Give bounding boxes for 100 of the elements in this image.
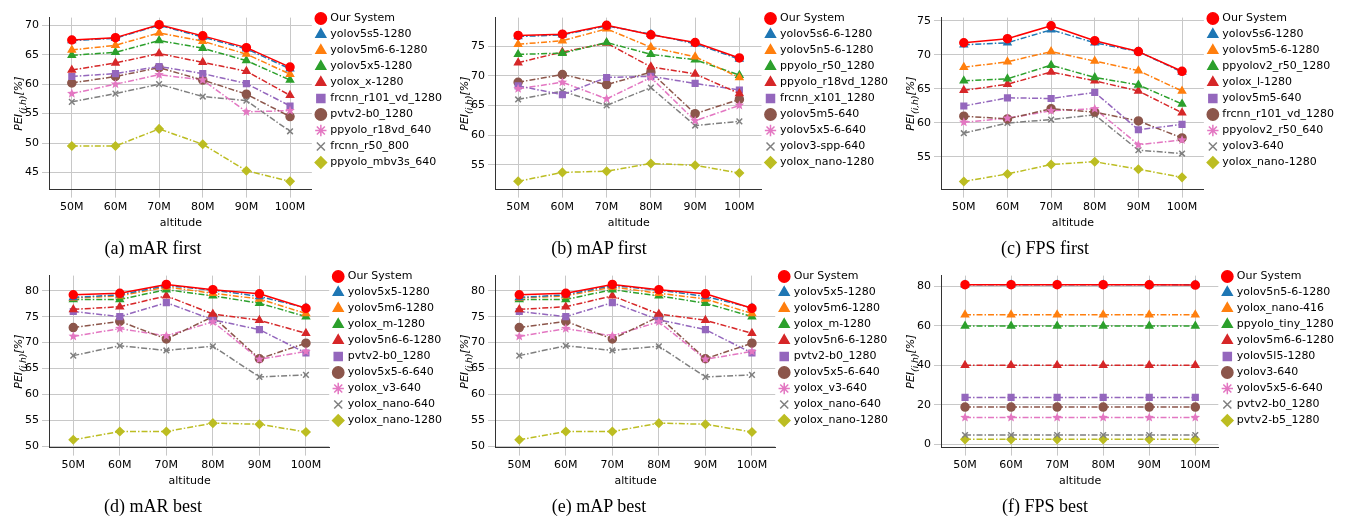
- legend-label: yolov5n5-6-1280: [1236, 285, 1331, 299]
- x-tick-label: 100M: [290, 458, 322, 472]
- text: (d) mAR best: [103, 496, 203, 517]
- legend-label: pvtv2-b0_1280: [347, 349, 431, 363]
- legend-label: ppyolo_tiny_1280: [1236, 317, 1334, 331]
- legend-label: yolox_nano-640: [793, 397, 881, 411]
- x-tick-label: 70M: [600, 458, 625, 472]
- legend-label: Our System: [1222, 11, 1288, 25]
- x-tick-label: 80M: [201, 458, 225, 472]
- legend-label: yolov5n5-6-1280: [780, 43, 874, 57]
- legend-label: yolox_nano-1280: [1222, 155, 1317, 169]
- legend-label: frcnn_r101_vd_1280: [330, 91, 443, 105]
- legend-label: pvtv2-b0_1280: [1236, 397, 1320, 411]
- x-tick-label: 60M: [995, 200, 1020, 214]
- legend-label: Our System: [1236, 269, 1302, 283]
- legend-label: yolox_m-1280: [347, 317, 426, 331]
- legend-label: pvtv2-b5_1280: [1236, 413, 1320, 427]
- legend-label: yolov5m6-1280: [793, 301, 880, 315]
- x-tick-label: 90M: [247, 458, 272, 472]
- legend-label: pvtv2-b0_1280: [330, 107, 414, 121]
- x-tick-label: 80M: [639, 200, 663, 214]
- y-tick-label: 55: [471, 413, 485, 427]
- y-tick-label: 55: [917, 149, 931, 163]
- x-tick-label: 100M: [1180, 458, 1211, 472]
- legend-label: yolov5x5-1280: [330, 59, 413, 73]
- x-axis-title: altitude: [159, 216, 203, 230]
- y-tick-label: 80: [25, 283, 39, 297]
- legend-label: yolov5n6-6-1280: [347, 333, 442, 347]
- x-tick-label: 50M: [60, 200, 84, 214]
- legend-label: Our System: [780, 11, 845, 25]
- x-axis-title: altitude: [168, 474, 211, 488]
- y-tick-label: 70: [25, 18, 39, 32]
- x-tick-label: 80M: [191, 200, 215, 214]
- legend-label: yolov5m6-6-1280: [330, 43, 428, 57]
- x-tick-label: 90M: [1137, 458, 1161, 472]
- legend-label: pvtv2-b0_1280: [793, 349, 877, 363]
- legend-label: yolov5m5-6-1280: [1222, 43, 1320, 57]
- x-tick-label: 70M: [154, 458, 179, 472]
- x-axis-title: altitude: [607, 216, 651, 230]
- x-tick-label: 100M: [1166, 200, 1198, 214]
- legend-label: yolov5s6-1280: [1222, 27, 1304, 41]
- legend-label: yolov5x5-6-640: [1236, 381, 1323, 395]
- x-axis-title: altitude: [614, 474, 657, 488]
- legend-label: yolov3-spp-640: [780, 139, 866, 153]
- legend-label: ppyolov2_r50_1280: [1222, 59, 1331, 73]
- x-tick-label: 60M: [554, 458, 578, 472]
- legend-label: yolov5m6-1280: [347, 301, 434, 315]
- x-tick-label: 100M: [274, 200, 306, 214]
- legend-label: ppyolo_r18vd_1280: [780, 75, 888, 89]
- y-tick-label: 20: [917, 397, 931, 411]
- legend-label: ppyolov2_r50_640: [1222, 123, 1324, 137]
- y-tick-label: 60: [25, 387, 39, 401]
- legend-label: yolov5m5-640: [1222, 91, 1302, 105]
- legend-label: yolov5x5-6-640: [793, 365, 880, 379]
- y-tick-label: 50: [25, 439, 39, 453]
- x-tick-label: 90M: [693, 458, 718, 472]
- y-tick-label: 65: [917, 81, 931, 95]
- x-tick-label: 50M: [953, 458, 977, 472]
- legend-label: frcnn_r101_vd_1280: [1222, 107, 1335, 121]
- y-tick-label: 45: [25, 165, 39, 179]
- text: (c) FPS first: [1000, 238, 1090, 259]
- legend-label: yolox_nano-1280: [347, 413, 442, 427]
- x-tick-label: 60M: [108, 458, 132, 472]
- text: (a) mAR first: [103, 238, 203, 259]
- legend-label: yolov5x5-1280: [347, 285, 430, 299]
- y-tick-label: 55: [25, 413, 39, 427]
- x-tick-label: 60M: [103, 200, 128, 214]
- x-tick-label: 70M: [1045, 458, 1069, 472]
- y-tick-label: 60: [917, 318, 931, 332]
- y-tick-label: 65: [25, 47, 39, 61]
- y-tick-label: 60: [917, 115, 931, 129]
- x-tick-label: 50M: [507, 458, 532, 472]
- legend-label: yolov5x5-6-640: [780, 123, 866, 137]
- x-tick-label: 100M: [736, 458, 768, 472]
- legend-label: ppyolo_mbv3s_640: [330, 155, 437, 169]
- legend-label: yolox_v3-640: [793, 381, 867, 395]
- legend-label: yolox_nano-1280: [793, 413, 888, 427]
- legend-label: yolov5l5-1280: [1236, 349, 1316, 363]
- legend-label: yolov5n6-6-1280: [793, 333, 888, 347]
- y-tick-label: 80: [471, 283, 485, 297]
- y-tick-label: 75: [917, 13, 931, 27]
- y-tick-label: 65: [471, 361, 485, 375]
- y-tick-label: 65: [25, 361, 39, 375]
- x-axis-title: altitude: [1059, 474, 1102, 488]
- legend-label: yolox_x-1280: [330, 75, 404, 89]
- x-tick-label: 70M: [1039, 200, 1063, 214]
- legend-label: yolov3-640: [1222, 139, 1284, 153]
- y-tick-label: 60: [471, 127, 485, 141]
- x-tick-label: 80M: [1083, 200, 1107, 214]
- x-tick-label: 90M: [1126, 200, 1151, 214]
- legend-label: yolov5m6-6-1280: [1236, 333, 1335, 347]
- x-tick-label: 60M: [550, 200, 575, 214]
- legend-label: yolov5x5-1280: [793, 285, 876, 299]
- legend-label: yolox_l-1280: [1222, 75, 1293, 89]
- y-tick-label: 80: [917, 279, 931, 293]
- y-tick-label: 70: [25, 335, 39, 349]
- y-tick-label: 75: [471, 38, 485, 52]
- x-tick-label: 80M: [1091, 458, 1115, 472]
- legend-label: yolov5m5-640: [780, 107, 860, 121]
- text: (e) mAP best: [550, 496, 648, 517]
